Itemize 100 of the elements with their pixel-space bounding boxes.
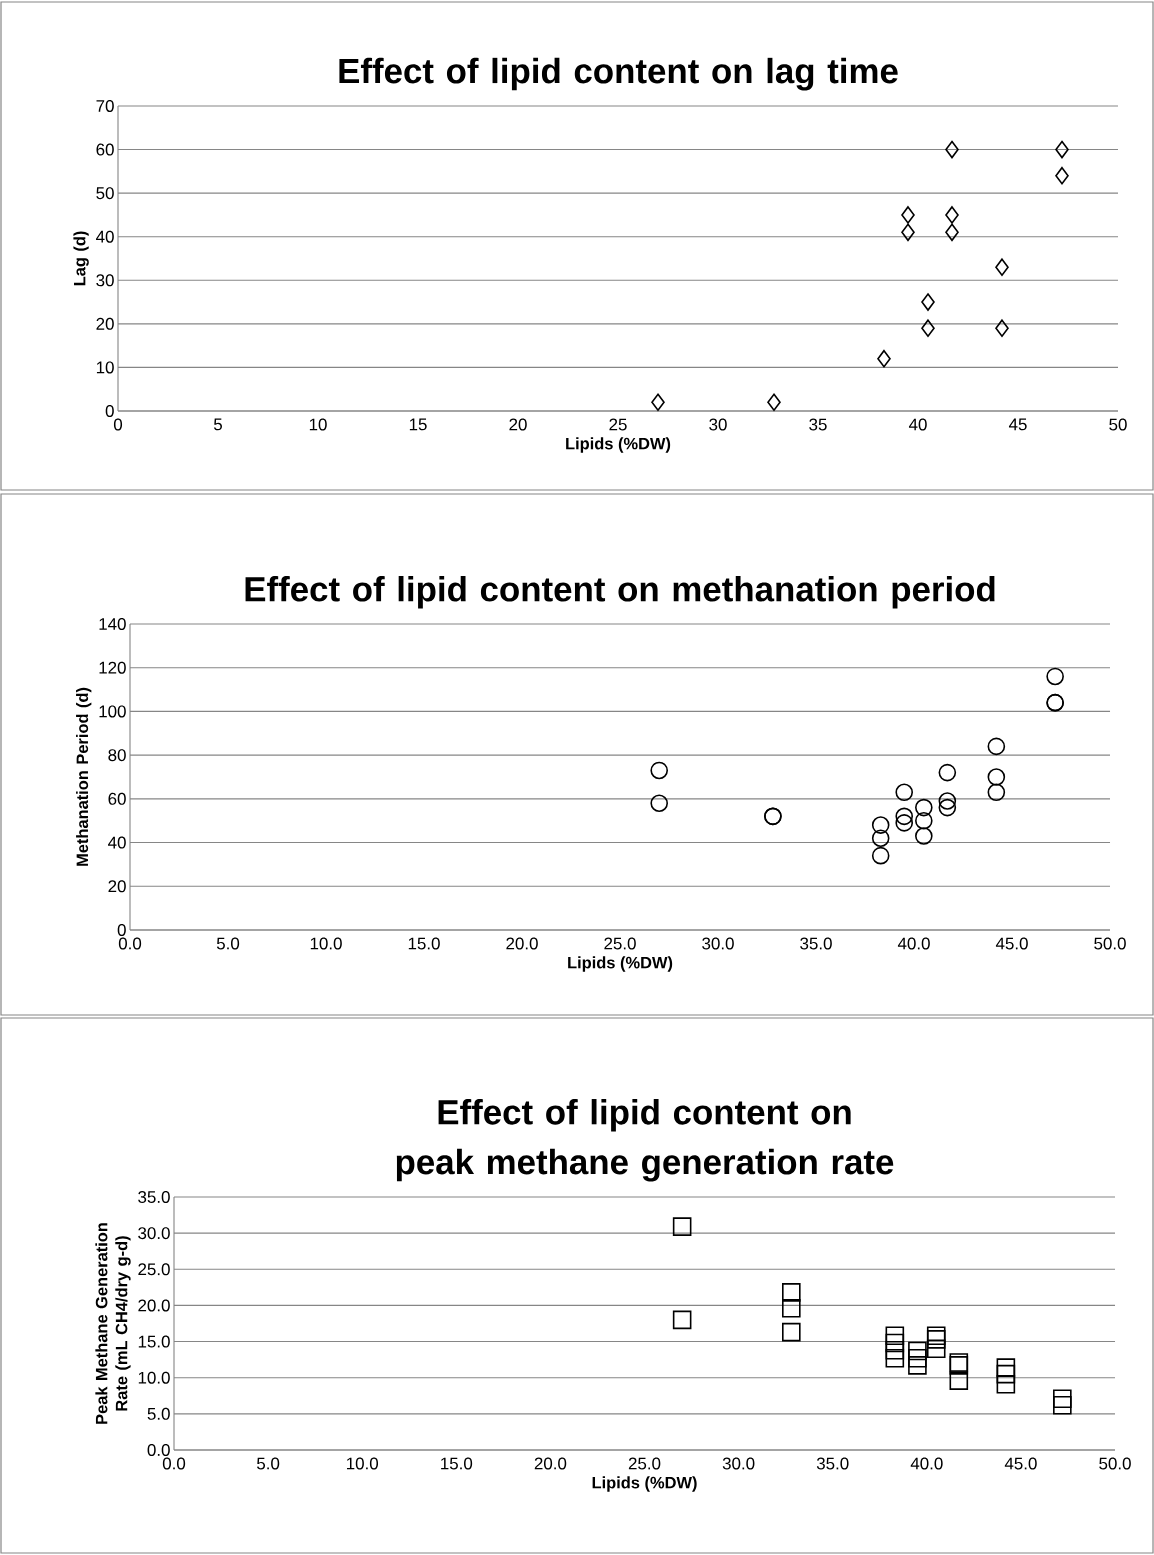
y-tick-label: 30.0 <box>138 1227 170 1240</box>
y-tick-label: 70 <box>96 99 114 112</box>
x-tick-label: 0.0 <box>118 937 142 950</box>
point <box>996 1374 1016 1394</box>
x-tick-label: 20.0 <box>534 1457 567 1470</box>
x-tick-label: 5.0 <box>216 937 240 950</box>
x-tick-label: 25.0 <box>628 1457 661 1470</box>
y-axis-title: Peak Methane Generation Rate (mL CH4/dry g-d) <box>95 1223 131 1424</box>
x-tick-label: 5.0 <box>257 1457 280 1470</box>
point <box>782 1299 801 1318</box>
point <box>651 393 665 412</box>
point <box>1046 667 1064 686</box>
y-tick-label: 20 <box>108 880 126 893</box>
point <box>782 1283 801 1302</box>
point <box>945 223 959 242</box>
x-axis-title: Lipids (%DW) <box>566 437 671 453</box>
y-tick-label: 100 <box>99 705 126 718</box>
point <box>895 783 914 802</box>
point <box>885 1333 905 1353</box>
point <box>987 783 1006 802</box>
y-tick-label: 40 <box>96 230 114 243</box>
x-tick-label: 15.0 <box>408 937 440 950</box>
y-tick-label: 0 <box>105 404 114 417</box>
y-tick-label: 80 <box>108 749 126 762</box>
y-tick-label: 20 <box>96 317 114 330</box>
y-tick-label: 50 <box>96 187 114 200</box>
x-tick-label: 30 <box>709 418 727 431</box>
x-tick-label: 10.0 <box>347 1457 379 1470</box>
x-tick-label: 20 <box>509 418 527 431</box>
point <box>938 798 957 817</box>
x-tick-label: 0.0 <box>162 1457 186 1470</box>
y-tick-label: 60 <box>96 143 114 156</box>
y-tick-label: 0.0 <box>147 1444 170 1456</box>
x-tick-label: 15 <box>409 418 427 431</box>
x-tick-label: 50.0 <box>1099 1457 1131 1470</box>
y-tick-label: 30 <box>96 274 114 287</box>
point <box>672 1217 692 1236</box>
y-axis-title: Methanation Period (d) <box>76 687 92 866</box>
point <box>921 293 935 311</box>
x-tick-label: 10 <box>309 418 327 431</box>
point <box>650 761 669 780</box>
x-tick-label: 15.0 <box>441 1457 473 1470</box>
y-tick-label: 5.0 <box>147 1407 170 1420</box>
point <box>871 816 890 834</box>
x-tick-label: 45.0 <box>995 937 1028 950</box>
point <box>987 737 1006 756</box>
point <box>885 1340 905 1360</box>
point <box>938 792 957 810</box>
x-tick-label: 25 <box>609 418 627 431</box>
point <box>915 798 933 817</box>
point <box>767 393 781 412</box>
y-tick-label: 0 <box>117 923 126 936</box>
y-tick-label: 10.0 <box>138 1371 170 1384</box>
x-tick-label: 5 <box>213 418 222 431</box>
point <box>995 258 1009 276</box>
point <box>877 349 891 368</box>
point <box>921 319 935 337</box>
point <box>945 206 959 224</box>
point <box>895 814 914 832</box>
point <box>895 807 914 826</box>
point <box>1055 166 1069 185</box>
point <box>926 1339 946 1359</box>
y-tick-label: 60 <box>108 792 126 805</box>
point <box>987 768 1006 786</box>
point <box>908 1356 927 1375</box>
x-tick-label: 20.0 <box>506 937 538 950</box>
point <box>945 140 959 159</box>
x-tick-label: 30.0 <box>722 1457 755 1470</box>
x-tick-label: 30.0 <box>702 937 734 950</box>
point <box>672 1310 692 1330</box>
x-axis-title: Lipids (%DW) <box>592 1476 697 1492</box>
y-tick-label: 120 <box>99 661 126 674</box>
y-tick-label: 140 <box>99 617 126 630</box>
point <box>885 1326 905 1346</box>
x-tick-label: 45 <box>1008 418 1027 431</box>
point <box>650 794 669 813</box>
x-tick-label: 25.0 <box>604 937 636 950</box>
x-tick-label: 45.0 <box>1004 1457 1037 1470</box>
point <box>915 827 933 845</box>
y-tick-label: 40 <box>108 836 126 849</box>
point <box>871 846 890 865</box>
y-axis-title: Lag (d) <box>73 231 89 286</box>
x-tick-label: 40 <box>908 418 927 431</box>
x-tick-label: 35.0 <box>800 937 832 950</box>
x-tick-label: 35.0 <box>816 1457 849 1470</box>
x-tick-label: 40.0 <box>897 937 930 950</box>
point <box>901 223 915 242</box>
point <box>995 319 1009 337</box>
y-tick-label: 35.0 <box>138 1191 170 1203</box>
chart-title: Effect of lipid content on methanation period <box>245 575 995 609</box>
chart-title: Effect of lipid content on lag time <box>339 57 898 91</box>
point <box>938 763 957 782</box>
point <box>871 829 890 847</box>
y-tick-label: 20.0 <box>138 1299 170 1312</box>
point <box>782 1322 801 1342</box>
point <box>949 1371 969 1390</box>
x-tick-label: 35 <box>809 418 827 431</box>
point <box>901 206 915 224</box>
y-tick-label: 10 <box>96 361 114 374</box>
point <box>915 811 933 830</box>
